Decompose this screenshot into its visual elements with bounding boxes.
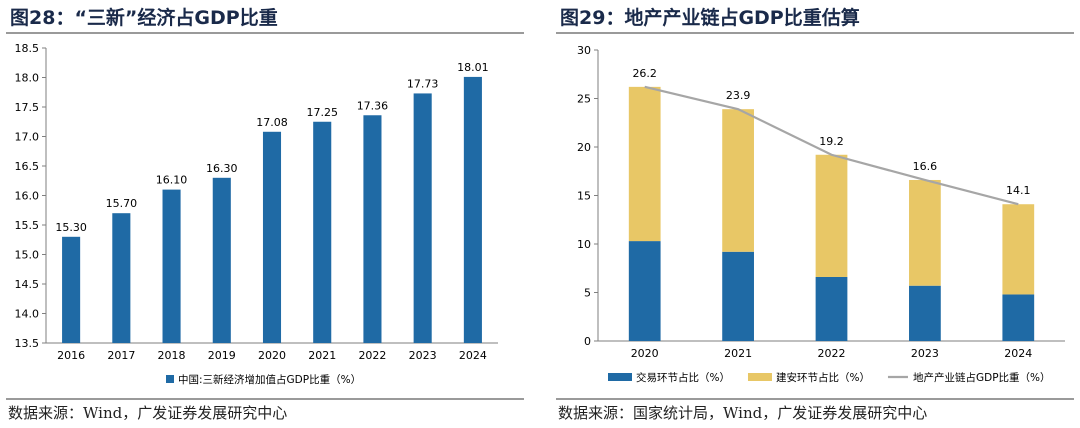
x-tick-label: 2018 <box>158 349 186 362</box>
bar-segment-2 <box>628 86 661 242</box>
legend-swatch <box>608 373 632 381</box>
x-tick-label: 2024 <box>459 349 487 362</box>
bar-segment-1 <box>1002 294 1035 341</box>
figure-28-title: 图28：“三新”经济占GDP比重 <box>10 7 278 29</box>
title-divider <box>556 32 1074 34</box>
x-tick-label: 2023 <box>911 347 939 360</box>
source-divider <box>556 398 1074 400</box>
data-label: 16.30 <box>206 162 238 175</box>
x-tick-label: 2021 <box>724 347 752 360</box>
x-tick-label: 2020 <box>631 347 659 360</box>
x-tick-label: 2022 <box>358 349 386 362</box>
bar <box>62 236 81 343</box>
new-economy-gdp-share-chart: 13.5 14.0 14.5 15.0 15.5 16.0 16.5 17.0 17.5 18.0… <box>15 42 498 386</box>
data-label: 26.2 <box>632 67 657 80</box>
data-label: 23.9 <box>726 89 751 102</box>
bar <box>313 121 332 343</box>
bar-segment-2 <box>722 109 754 252</box>
bar <box>463 76 482 343</box>
data-label: 17.73 <box>407 77 439 90</box>
bar-segment-1 <box>909 285 941 341</box>
data-label: 16.10 <box>156 174 188 187</box>
y-tick-label: 16.5 <box>15 160 40 173</box>
data-label: 14.1 <box>1006 184 1031 197</box>
bar-segment-1 <box>815 276 848 341</box>
data-label: 15.30 <box>55 221 87 234</box>
y-tick-label: 17.0 <box>15 131 40 144</box>
figure-29-panel: 图29：地产产业链占GDP比重估算 0 5 10 15 20 25 30 2020 2021 20… <box>550 0 1080 428</box>
bar <box>262 131 282 343</box>
legend-swatch <box>747 373 772 381</box>
legend-label: 交易环节占比（%） <box>636 371 730 384</box>
bar-segment-2 <box>1002 204 1035 295</box>
x-tick-label: 2020 <box>258 349 286 362</box>
legend-label: 建安环节占比（%） <box>776 371 870 384</box>
data-label: 17.25 <box>306 106 338 119</box>
y-tick-label: 18.0 <box>15 72 40 85</box>
title-divider <box>6 32 524 34</box>
data-label: 15.70 <box>106 197 138 210</box>
x-tick-label: 2022 <box>818 347 846 360</box>
bar-segment-2 <box>815 154 848 277</box>
y-tick-label: 25 <box>577 93 591 106</box>
bar <box>363 115 382 343</box>
bar <box>112 213 131 343</box>
bar <box>162 189 181 343</box>
bar-segment-1 <box>722 251 754 341</box>
figure-28-source: 数据来源：Wind，广发证券发展研究中心 <box>8 404 288 422</box>
y-tick-label: 30 <box>577 44 591 57</box>
x-tick-label: 2024 <box>1004 347 1032 360</box>
data-label: 19.2 <box>819 135 844 148</box>
bar <box>212 177 231 343</box>
x-tick-label: 2017 <box>107 349 135 362</box>
bar-segment-1 <box>628 241 661 341</box>
y-tick-label: 13.5 <box>15 337 40 350</box>
x-tick-label: 2016 <box>57 349 85 362</box>
x-tick-label: 2021 <box>308 349 336 362</box>
y-tick-label: 14.5 <box>15 278 40 291</box>
figure-29-title: 图29：地产产业链占GDP比重估算 <box>560 7 860 29</box>
series-line <box>644 85 1019 206</box>
y-tick-label: 10 <box>577 238 591 251</box>
y-tick-label: 15 <box>577 190 591 203</box>
y-tick-label: 18.5 <box>15 42 40 55</box>
y-tick-label: 5 <box>584 287 591 300</box>
x-tick-label: 2023 <box>409 349 437 362</box>
y-tick-label: 14.0 <box>15 308 40 321</box>
data-label: 16.6 <box>913 160 938 173</box>
source-divider <box>6 398 524 400</box>
data-label: 17.36 <box>357 99 389 112</box>
y-tick-label: 20 <box>577 141 591 154</box>
data-label: 18.01 <box>457 61 489 74</box>
figure-29-source: 数据来源：国家统计局，Wind，广发证券发展研究中心 <box>558 404 928 422</box>
bar <box>413 93 432 344</box>
y-tick-label: 16.0 <box>15 190 40 203</box>
x-tick-label: 2019 <box>208 349 236 362</box>
legend-swatch <box>166 375 174 383</box>
legend-label: 地产产业链占GDP比重（%） <box>913 371 1051 384</box>
y-tick-label: 0 <box>584 335 591 348</box>
figure-28-panel: 图28：“三新”经济占GDP比重 13.5 14.0 14.5 15.0 15.5 16.… <box>0 0 530 428</box>
legend-label: 中国:三新经济增加值占GDP比重（%） <box>178 373 361 386</box>
real-estate-chain-gdp-share-chart: 0 5 10 15 20 25 30 2020 2021 2022 2023 2024 26.2 23.9… <box>577 44 1065 384</box>
bar-segment-2 <box>909 179 941 286</box>
y-tick-label: 15.0 <box>15 249 40 262</box>
data-label: 17.08 <box>256 116 288 129</box>
y-tick-label: 17.5 <box>15 101 40 114</box>
y-tick-label: 15.5 <box>15 219 40 232</box>
